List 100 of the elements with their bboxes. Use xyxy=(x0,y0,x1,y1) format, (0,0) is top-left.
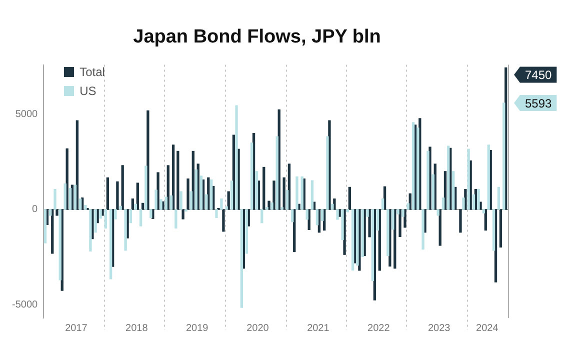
bar xyxy=(220,198,223,210)
bar xyxy=(356,209,359,266)
bar xyxy=(225,206,228,210)
bar xyxy=(260,209,264,224)
bar xyxy=(502,102,506,210)
bar xyxy=(194,169,198,210)
bar xyxy=(164,196,168,210)
bar xyxy=(276,136,278,210)
x-tick-label: 2019 xyxy=(186,322,209,334)
x-tick-label: 2018 xyxy=(126,322,148,334)
bar xyxy=(222,209,225,232)
bar xyxy=(156,172,160,210)
bar xyxy=(438,209,442,246)
bar xyxy=(320,209,324,222)
bar xyxy=(44,209,47,244)
bar xyxy=(184,209,188,212)
bar xyxy=(205,194,208,210)
bar xyxy=(416,128,420,210)
bar xyxy=(467,148,470,210)
bar xyxy=(291,209,294,222)
bar xyxy=(215,209,218,218)
bar xyxy=(326,136,329,210)
bar xyxy=(250,142,254,210)
x-tick-label: 2022 xyxy=(368,322,390,334)
bar xyxy=(366,209,369,217)
bar xyxy=(336,209,339,220)
bar xyxy=(176,150,180,210)
legend-label: Total xyxy=(80,65,105,80)
bar xyxy=(432,174,434,210)
bar xyxy=(200,176,203,210)
bar xyxy=(296,176,298,210)
bar xyxy=(124,209,127,251)
bar xyxy=(472,194,476,210)
bar xyxy=(174,209,178,228)
bar xyxy=(240,209,243,308)
bar xyxy=(492,209,496,251)
x-tick-label: 2024 xyxy=(476,322,499,334)
bar xyxy=(331,204,334,210)
bar xyxy=(154,190,158,210)
bar xyxy=(182,209,184,220)
bar xyxy=(286,190,289,210)
bar xyxy=(99,209,102,219)
x-tick-label: 2023 xyxy=(428,322,451,334)
bar xyxy=(54,188,56,210)
bar xyxy=(89,209,92,252)
bar xyxy=(386,209,390,256)
bar xyxy=(58,209,62,280)
legend-label: US xyxy=(80,84,96,98)
y-tick-label: 5000 xyxy=(15,109,38,120)
bar xyxy=(210,179,213,210)
bar xyxy=(484,209,487,231)
bar xyxy=(376,209,379,231)
bar xyxy=(462,198,465,210)
bar xyxy=(129,209,132,224)
bar xyxy=(464,188,467,210)
bar xyxy=(121,165,124,210)
annotation: 7450 xyxy=(525,68,552,82)
y-tick-label: 0 xyxy=(32,204,38,216)
bar xyxy=(310,180,314,210)
bar xyxy=(442,198,445,210)
bar xyxy=(280,207,284,210)
bar xyxy=(306,209,308,220)
bar xyxy=(109,209,112,280)
bar xyxy=(94,209,97,233)
bar xyxy=(114,209,117,220)
bar xyxy=(282,177,286,210)
bar xyxy=(227,191,230,210)
bar xyxy=(346,209,349,212)
bar xyxy=(381,198,384,210)
bar xyxy=(49,209,52,216)
bar xyxy=(116,181,119,210)
bar xyxy=(230,180,234,210)
x-tick-label: 2017 xyxy=(65,322,88,334)
bar xyxy=(104,209,108,228)
bar xyxy=(422,209,424,250)
bar xyxy=(180,191,182,210)
bar xyxy=(404,209,406,228)
bar xyxy=(351,209,354,271)
bar xyxy=(477,188,480,210)
bar xyxy=(270,202,274,210)
bar xyxy=(487,144,490,210)
bar xyxy=(266,207,268,210)
y-tick-label: -5000 xyxy=(12,299,38,310)
bar xyxy=(392,209,394,230)
bar xyxy=(74,184,77,210)
bar xyxy=(316,209,319,226)
bar xyxy=(131,198,134,210)
bar xyxy=(497,186,500,210)
bar xyxy=(268,200,270,210)
bar xyxy=(398,209,402,238)
bar xyxy=(119,206,122,210)
bar xyxy=(141,202,144,210)
bar xyxy=(245,209,248,254)
bar xyxy=(499,209,502,248)
bar xyxy=(459,209,462,233)
bar xyxy=(146,110,150,210)
bar xyxy=(190,191,192,210)
bar xyxy=(106,177,110,210)
bar xyxy=(56,209,58,216)
bar xyxy=(51,209,54,254)
